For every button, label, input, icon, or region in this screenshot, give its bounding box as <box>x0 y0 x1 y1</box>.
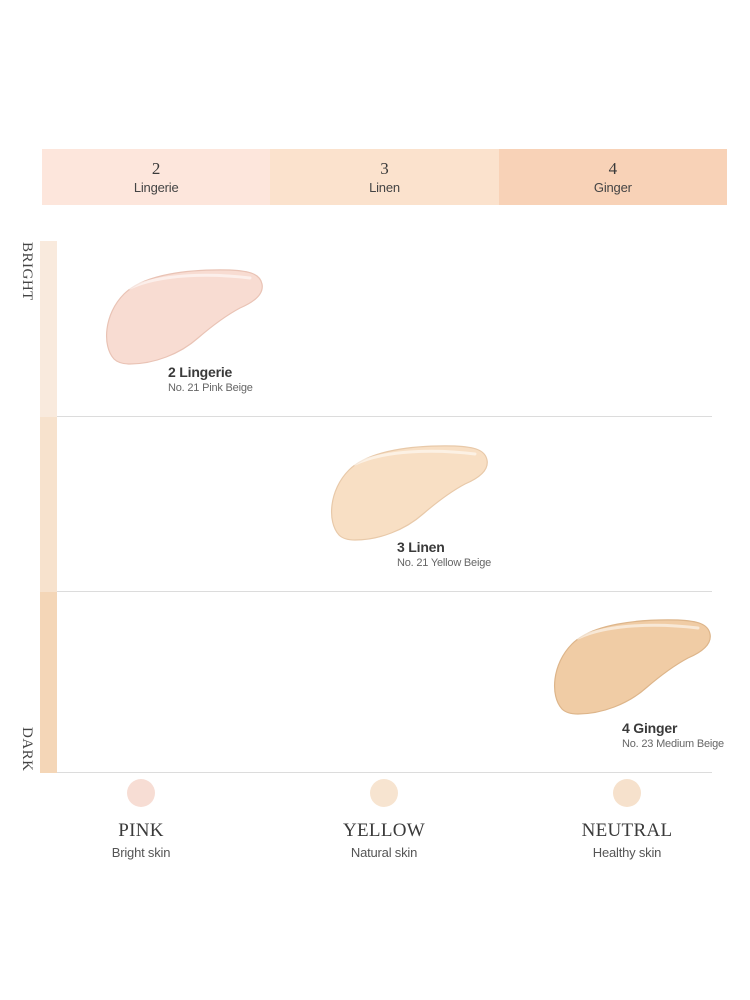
axis-label-bright: BRIGHT <box>19 242 35 301</box>
tone-description: Bright skin <box>111 845 171 860</box>
brightness-bar-segment <box>40 417 57 592</box>
shade-subtitle-linen: No. 21 Yellow Beige <box>397 557 492 569</box>
header-cell-number: 2 <box>151 158 161 178</box>
shade-subtitle-lingerie: No. 21 Pink Beige <box>168 382 253 394</box>
brightness-bar <box>40 241 57 773</box>
axis-label-dark: DARK <box>19 727 35 772</box>
header-cell-name: Lingerie <box>133 179 179 195</box>
tone-name: NEUTRAL <box>581 820 673 841</box>
tone-description: Natural skin <box>350 845 418 860</box>
header-cell-lingerie: 2 Lingerie <box>42 149 271 205</box>
tone-pink: PINK Bright skin <box>41 779 241 861</box>
header-cell-name: Ginger <box>593 179 632 195</box>
row-divider <box>57 416 712 417</box>
shade-title-linen: 3 Linen <box>397 539 445 555</box>
header-cell-linen: 3 Linen <box>270 149 499 205</box>
tone-description: Healthy skin <box>592 845 662 860</box>
swatch-lingerie <box>106 269 263 365</box>
tone-yellow: YELLOW Natural skin <box>284 779 484 861</box>
swatch-linen <box>331 445 488 541</box>
shade-header-band: 2 Lingerie 3 Linen 4 Ginger <box>42 149 727 205</box>
tone-name: YELLOW <box>343 820 425 841</box>
header-cell-number: 4 <box>608 158 618 178</box>
row-divider <box>57 591 712 592</box>
brightness-bar-segment <box>40 241 57 417</box>
tone-dot-yellow <box>370 779 398 807</box>
header-cell-ginger: 4 Ginger <box>498 149 727 205</box>
tone-name: PINK <box>118 820 164 841</box>
shade-title-ginger: 4 Ginger <box>622 720 678 736</box>
header-cell-name: Linen <box>369 179 400 195</box>
shade-subtitle-ginger: No. 23 Medium Beige <box>622 738 724 750</box>
tone-neutral: NEUTRAL Healthy skin <box>527 779 727 861</box>
shade-title-lingerie: 2 Lingerie <box>168 364 233 380</box>
brightness-bar-segment <box>40 592 57 773</box>
row-divider <box>57 772 712 773</box>
tone-dot-pink <box>127 779 155 807</box>
tone-dot-neutral <box>613 779 641 807</box>
header-cell-number: 3 <box>380 158 389 178</box>
swatch-ginger <box>554 619 711 715</box>
